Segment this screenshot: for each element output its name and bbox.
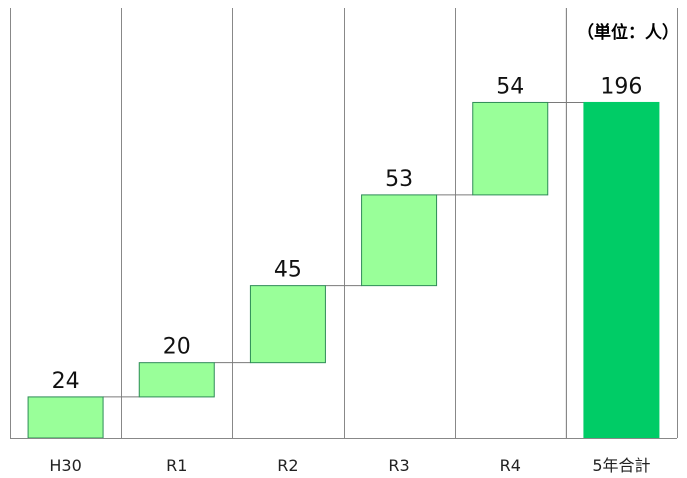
bar-increment xyxy=(249,285,326,364)
category-dividers xyxy=(10,8,678,438)
bar-increment xyxy=(27,396,104,439)
category-label: R1 xyxy=(166,456,187,475)
bar-increment xyxy=(472,101,549,196)
category-label: R2 xyxy=(277,456,298,475)
bars-group xyxy=(27,101,660,439)
value-label: 20 xyxy=(163,335,191,360)
category-label: R4 xyxy=(500,456,521,475)
bar-total xyxy=(583,101,660,439)
connector-lines xyxy=(103,101,584,398)
bar-increment xyxy=(138,362,215,398)
value-label: 53 xyxy=(385,167,413,192)
category-label: H30 xyxy=(49,456,81,475)
bar-increment xyxy=(361,194,438,287)
value-label: 45 xyxy=(274,258,302,283)
unit-label: （単位：人） xyxy=(577,23,679,43)
category-label: 5年合計 xyxy=(592,456,650,475)
value-labels-group: 24 20 45 53 54 196 xyxy=(52,74,643,393)
value-label: 196 xyxy=(600,74,642,99)
value-label: 24 xyxy=(52,369,80,394)
category-labels-group: H30 R1 R2 R3 R4 5年合計 xyxy=(49,456,650,475)
value-label: 54 xyxy=(496,74,524,99)
category-label: R3 xyxy=(388,456,409,475)
